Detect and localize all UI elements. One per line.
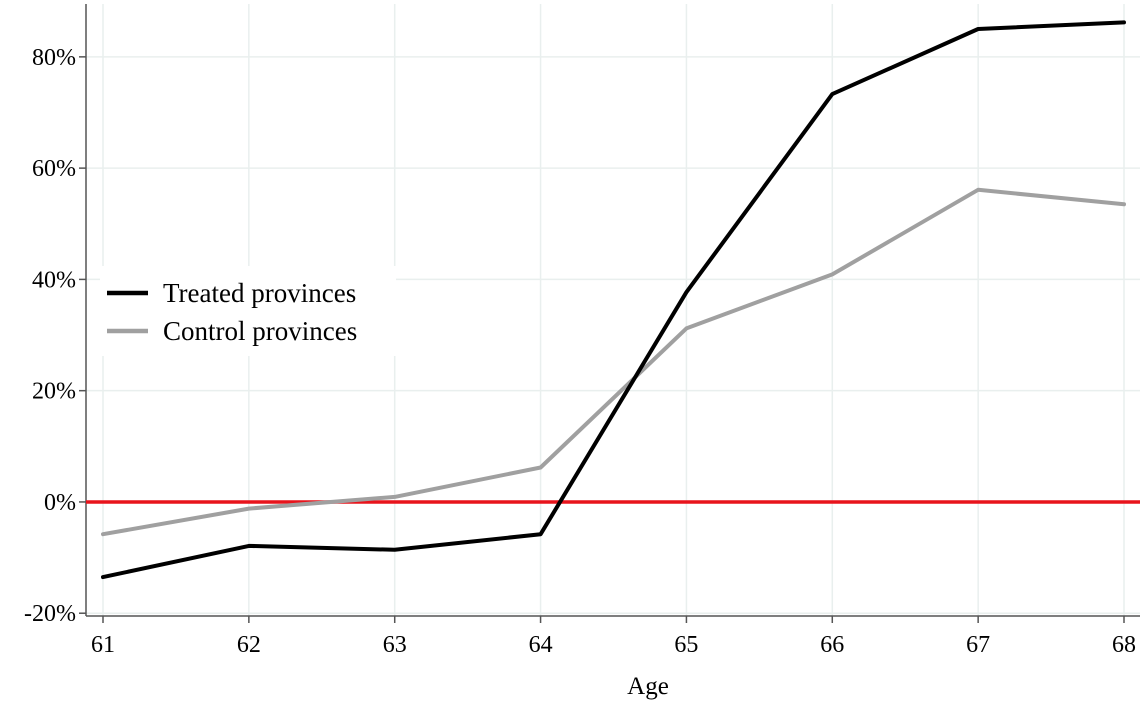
series-line-control [101,187,1126,537]
x-tick-label: 66 [820,632,844,658]
x-tick-label: 62 [237,632,261,658]
y-tick-label: 60% [32,156,76,182]
y-tick-label: 20% [32,379,76,405]
x-tick-label: 65 [674,632,698,658]
legend-background [100,266,396,356]
legend-label-control: Control provinces [163,316,357,346]
x-axis-title: Age [627,673,669,700]
legend-label-treated: Treated provinces [163,278,356,308]
y-tick-label: 40% [32,267,76,293]
x-tick-label: 68 [1112,632,1136,658]
legend: Treated provinces Control provinces [100,266,396,356]
y-tick-label: 0% [44,490,76,516]
series-lines [101,20,1126,580]
x-tick-label: 63 [383,632,407,658]
x-tick-label: 61 [91,632,115,658]
y-tick-label: -20% [24,601,76,627]
series-line-treated [101,20,1126,580]
x-tick-label: 67 [966,632,990,658]
x-tick-label: 64 [529,632,553,658]
y-tick-label: 80% [32,45,76,71]
axes: -20% 0% 20% 40% 60% 80% 61 62 63 64 65 66 67 68 [24,4,1140,658]
